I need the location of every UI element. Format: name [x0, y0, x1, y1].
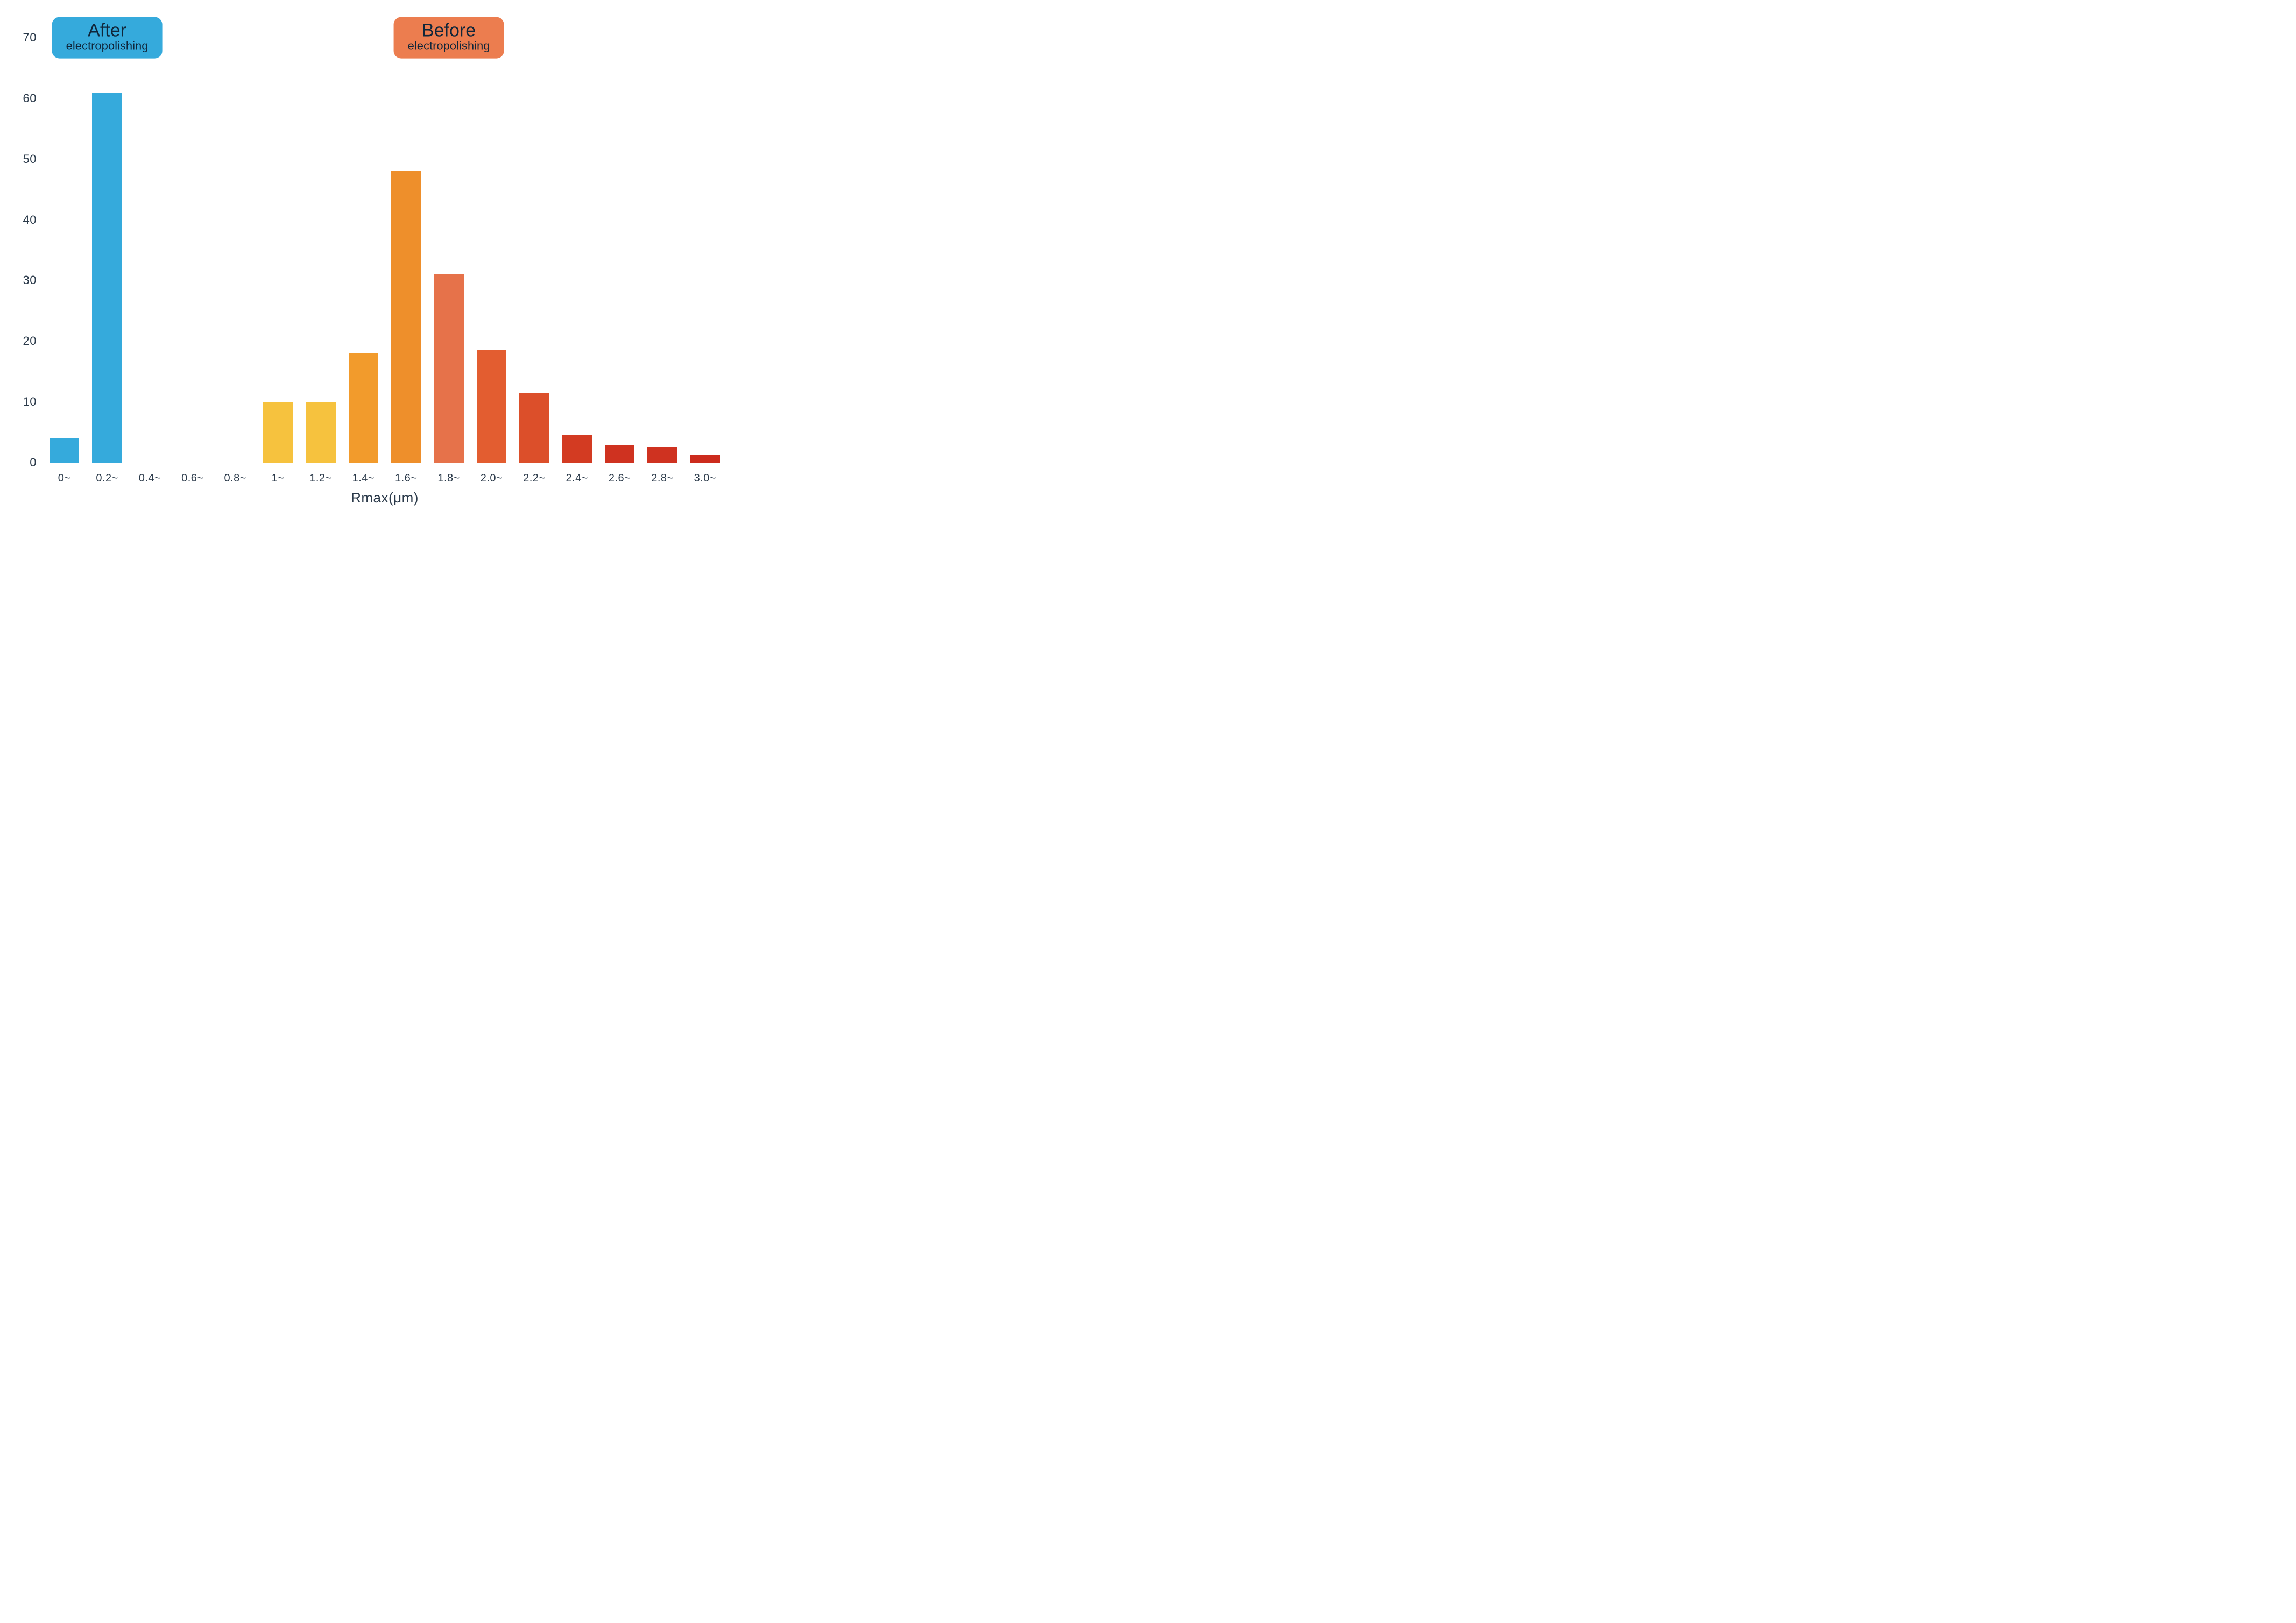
x-tick-label: 0~: [58, 472, 71, 485]
x-tick-label: 3.0~: [694, 472, 716, 485]
x-tick-label: 2.4~: [566, 472, 588, 485]
electropolishing-histogram: 0 10 20 30 40 50 60 70 0~ 0.2~ 0.4~ 0.6~ 0.8~ 1~ 1.2~…: [0, 0, 735, 520]
x-tick-label: 0.4~: [139, 472, 161, 485]
bar: [562, 435, 592, 463]
bar: [391, 171, 421, 463]
x-tick-label: 2.6~: [609, 472, 631, 485]
y-tick: 60: [4, 91, 37, 105]
x-tick-label: 1.4~: [352, 472, 375, 485]
bar: [263, 402, 293, 463]
x-tick-label: 2.8~: [651, 472, 673, 485]
bar: [434, 274, 464, 463]
legend-title: After: [66, 22, 149, 41]
x-axis-title: Rmax(μm): [351, 490, 419, 506]
bar: [647, 447, 677, 463]
legend-subtitle: electropolishing: [66, 39, 149, 52]
x-tick-label: 1.8~: [437, 472, 460, 485]
x-tick-label: 0.6~: [181, 472, 203, 485]
bar: [690, 455, 720, 463]
y-axis: 010203040506070: [0, 38, 37, 463]
legend-subtitle: electropolishing: [408, 39, 490, 52]
y-tick: 50: [4, 152, 37, 166]
y-tick: 40: [4, 213, 37, 227]
y-tick: 0: [4, 456, 37, 470]
bar: [519, 393, 549, 463]
x-tick-label: 1~: [272, 472, 285, 485]
bar: [477, 350, 507, 463]
legend-after: Afterelectropolishing: [52, 17, 163, 59]
y-tick: 10: [4, 395, 37, 409]
bar: [50, 438, 80, 463]
x-tick-label: 0.8~: [224, 472, 246, 485]
x-tick-label: 0.2~: [96, 472, 118, 485]
x-tick-label: 1.6~: [395, 472, 417, 485]
bar: [605, 445, 635, 463]
bar: [349, 353, 379, 463]
legend-title: Before: [408, 22, 490, 41]
y-tick: 70: [4, 31, 37, 45]
x-tick-label: 2.0~: [481, 472, 503, 485]
plot-area: [43, 38, 726, 463]
x-tick-label: 1.2~: [309, 472, 331, 485]
bar: [306, 402, 336, 463]
bar: [92, 93, 122, 463]
y-tick: 20: [4, 334, 37, 348]
y-tick: 30: [4, 273, 37, 287]
legend-before: Beforeelectropolishing: [394, 17, 504, 59]
x-tick-label: 2.2~: [523, 472, 545, 485]
